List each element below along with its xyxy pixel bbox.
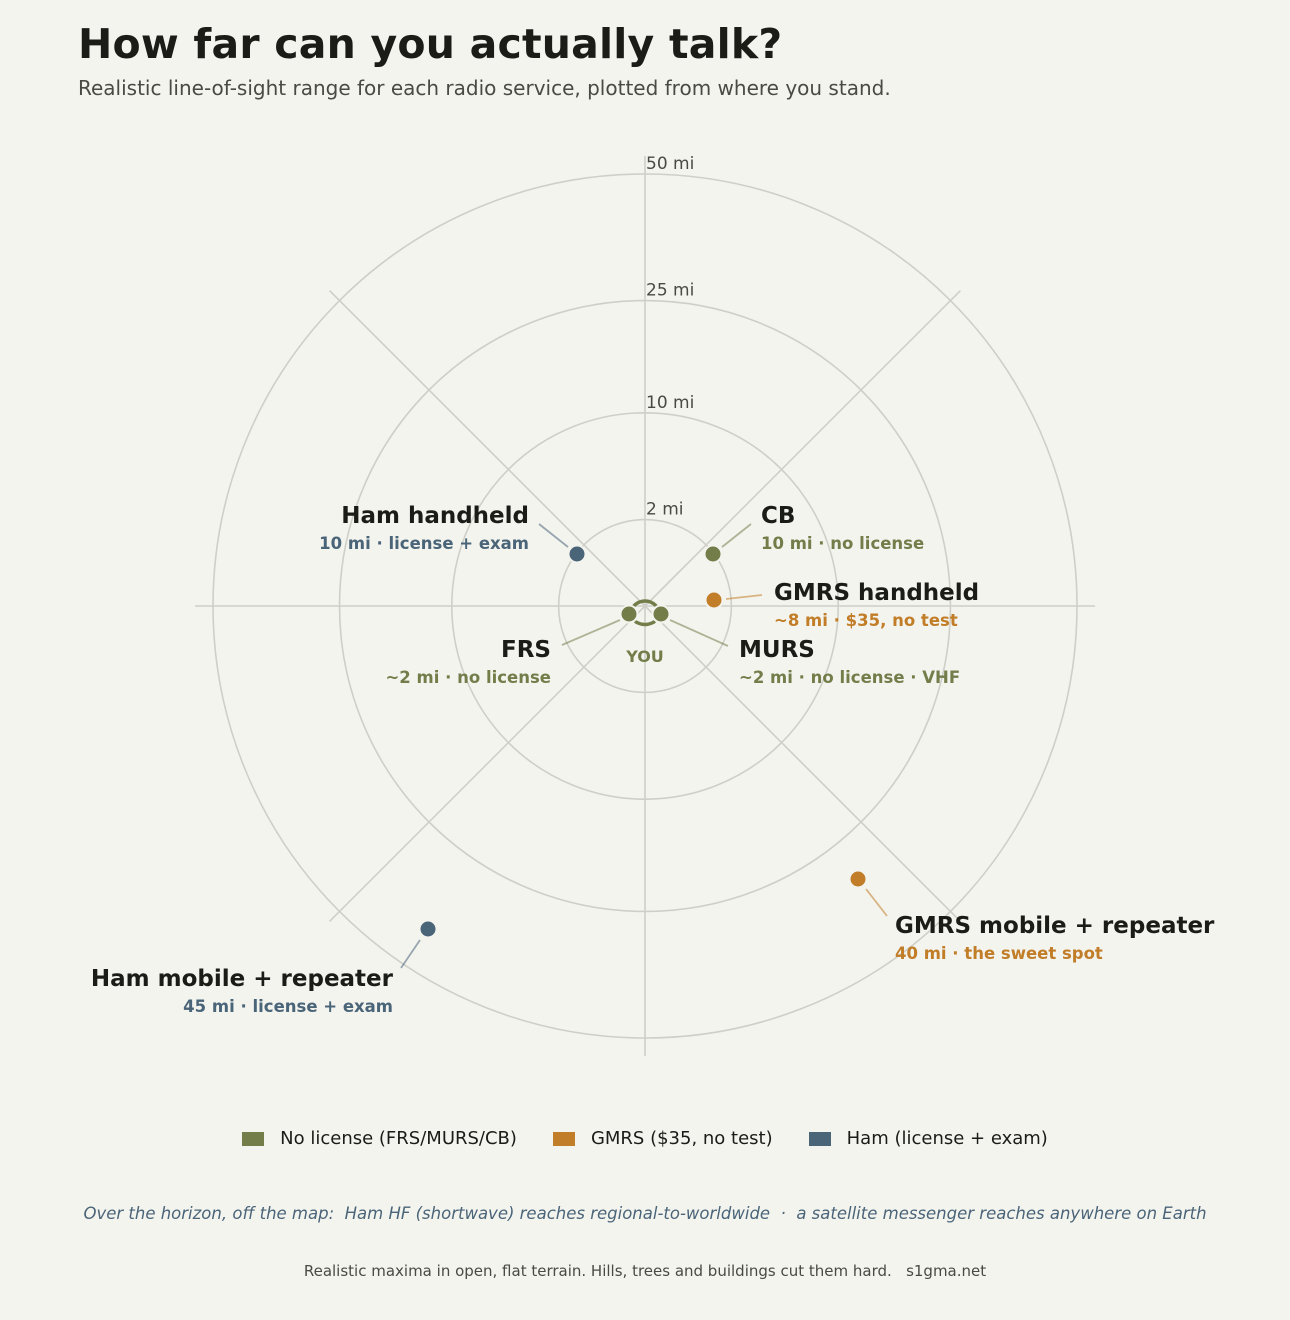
point-name: Ham handheld xyxy=(341,503,529,529)
point-ham-mobile-repeater: Ham mobile + repeater 45 mi · license + e… xyxy=(91,919,438,1016)
point-name: GMRS handheld xyxy=(774,580,979,606)
range-chart: 2 mi 10 mi 25 mi 50 mi YOU FRS ~2 mi · no li… xyxy=(91,154,1215,1056)
horizon-note: Over the horizon, off the map: Ham HF (s… xyxy=(0,1204,1290,1223)
point-name: GMRS mobile + repeater xyxy=(895,913,1215,939)
legend-item-no-license: No license (FRS/MURS/CB) xyxy=(242,1128,517,1149)
point-detail: 45 mi · license + exam xyxy=(183,997,393,1016)
ring-label: 50 mi xyxy=(646,154,694,174)
point-name: MURS xyxy=(739,637,815,663)
point-dot xyxy=(704,590,724,610)
chart-title: How far can you actually talk? xyxy=(78,20,783,68)
point-frs: FRS ~2 mi · no license xyxy=(385,604,639,687)
point-dot xyxy=(418,919,438,939)
point-name: FRS xyxy=(501,637,551,663)
point-dot xyxy=(651,604,671,624)
point-detail: 10 mi · no license xyxy=(761,534,924,553)
legend-label: Ham (license + exam) xyxy=(846,1128,1048,1149)
point-detail: ~2 mi · no license xyxy=(385,668,551,687)
point-dot xyxy=(567,544,587,564)
grid-ring xyxy=(338,299,952,913)
leader-line xyxy=(561,619,621,646)
horizon-ham-hf: Ham HF (shortwave) reaches regional-to-w… xyxy=(344,1204,771,1223)
legend-swatch xyxy=(808,1131,831,1146)
leader-line xyxy=(865,888,888,917)
footer-note: Realistic maxima in open, flat terrain. … xyxy=(303,1262,987,1280)
point-name: Ham mobile + repeater xyxy=(91,966,394,992)
legend-label: No license (FRS/MURS/CB) xyxy=(280,1128,517,1149)
legend-label: GMRS ($35, no test) xyxy=(590,1128,773,1149)
grid-spoke xyxy=(329,605,646,922)
chart-subtitle: Realistic line-of-sight range for each r… xyxy=(78,76,891,100)
point-detail: ~8 mi · $35, no test xyxy=(774,611,958,630)
chart-grid xyxy=(195,156,1095,1056)
horizon-separator: · xyxy=(770,1204,797,1223)
legend-item-gmrs: GMRS ($35, no test) xyxy=(552,1128,773,1149)
point-dot xyxy=(848,869,868,889)
point-detail: ~2 mi · no license · VHF xyxy=(739,668,960,687)
point-ham-handheld: Ham handheld 10 mi · license + exam xyxy=(319,503,587,564)
leader-line xyxy=(400,939,421,969)
grid-spoke xyxy=(329,290,646,607)
point-detail: 10 mi · license + exam xyxy=(319,534,529,553)
point-dot xyxy=(703,544,723,564)
point-detail: 40 mi · the sweet spot xyxy=(895,944,1103,963)
legend-swatch xyxy=(552,1131,575,1146)
point-gmrs-handheld: GMRS handheld ~8 mi · $35, no test xyxy=(704,580,979,630)
grid-ring xyxy=(451,412,839,800)
leader-line xyxy=(725,594,763,600)
point-dot xyxy=(619,604,639,624)
grid-ring xyxy=(557,518,733,694)
legend: No license (FRS/MURS/CB) GMRS ($35, no te… xyxy=(0,1128,1290,1149)
point-gmrs-mobile-repeater: GMRS mobile + repeater 40 mi · the sweet … xyxy=(848,869,1215,963)
grid-spoke xyxy=(644,605,961,922)
point-cb: CB 10 mi · no license xyxy=(703,503,924,564)
ring-labels: 2 mi 10 mi 25 mi 50 mi xyxy=(646,154,694,520)
ring-label: 25 mi xyxy=(646,281,694,301)
data-points: FRS ~2 mi · no license MURS ~2 mi · no lice… xyxy=(91,503,1215,1016)
grid-spoke xyxy=(644,290,961,607)
you-label: YOU xyxy=(625,647,664,666)
ring-label: 10 mi xyxy=(646,393,694,413)
grid-ring xyxy=(212,173,1078,1039)
you-arc-lower xyxy=(634,620,656,627)
legend-item-ham: Ham (license + exam) xyxy=(808,1128,1048,1149)
leader-line xyxy=(721,523,752,548)
leader-line xyxy=(538,523,569,548)
leader-line xyxy=(669,619,729,647)
point-murs: MURS ~2 mi · no license · VHF xyxy=(651,604,960,687)
horizon-satellite: a satellite messenger reaches anywhere o… xyxy=(796,1204,1207,1223)
horizon-prefix: Over the horizon, off the map: xyxy=(83,1204,345,1223)
ring-label: 2 mi xyxy=(646,500,684,520)
legend-swatch xyxy=(242,1131,265,1146)
point-name: CB xyxy=(761,503,795,529)
